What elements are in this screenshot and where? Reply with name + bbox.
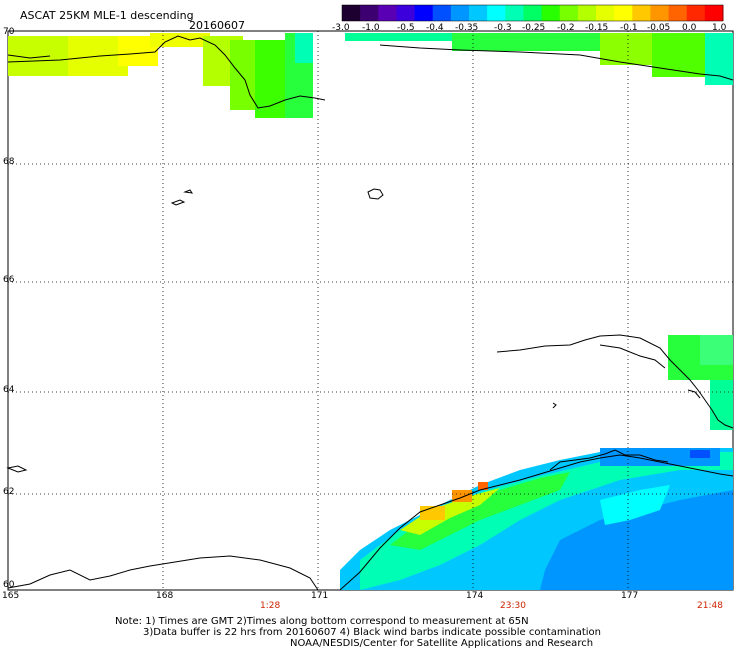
colorbar-label: -0.4: [426, 23, 444, 33]
scatterometer-swaths: [8, 33, 733, 590]
colorbar-swatch: [577, 5, 597, 21]
swath-cell: [295, 33, 313, 63]
swath-cell: [452, 33, 602, 51]
lat-label: 62: [3, 487, 15, 497]
lat-label: 60: [3, 580, 15, 590]
coastline-bay: [599, 344, 666, 369]
graticule: [8, 31, 733, 590]
map-title: ASCAT 25KM MLE-1 descending: [20, 9, 194, 22]
colorbar-label: -0.3: [494, 23, 512, 33]
lon-label: 168: [156, 591, 174, 601]
time-label: 1:28: [260, 601, 281, 611]
swath-cell: [478, 482, 488, 490]
time-label: 23:30: [500, 601, 526, 611]
colorbar: [341, 4, 724, 22]
lon-label: 174: [466, 591, 484, 601]
colorbar-swatch: [396, 5, 416, 21]
colorbar-swatch: [414, 5, 434, 21]
coastline-segment: [687, 389, 701, 399]
colorbar-swatch: [614, 5, 633, 21]
note-line-3: NOAA/NESDIS/Center for Satellite Applica…: [290, 638, 594, 649]
lon-label: 171: [311, 591, 329, 601]
lat-label: 64: [3, 385, 15, 395]
coastline-alaska-north: [379, 44, 734, 81]
swath-cell: [710, 380, 733, 430]
swath-cell: [360, 452, 733, 590]
lat-label: 68: [3, 157, 15, 167]
swath-cell: [700, 335, 733, 365]
swath-cell: [400, 488, 500, 535]
swath-cell: [652, 33, 712, 77]
lat-label: 66: [3, 275, 15, 285]
colorbar-swatch: [596, 5, 615, 21]
colorbar-label: 1.0: [712, 23, 727, 33]
lat-label: 70: [3, 27, 15, 37]
colorbar-label: 0.0: [682, 23, 697, 33]
colorbar-label: -0.5: [397, 23, 415, 33]
colorbar-swatch: [559, 5, 579, 21]
colorbar-swatch: [505, 5, 524, 21]
note-line-1: Note: 1) Times are GMT 2)Times along bot…: [115, 616, 529, 627]
colorbar-label: -3.0: [332, 23, 350, 33]
colorbar-label: -0.2: [557, 23, 575, 33]
colorbar-swatch: [632, 5, 651, 21]
colorbar-swatch: [378, 5, 397, 21]
colorbar-swatch: [342, 5, 361, 21]
lon-label: 177: [621, 591, 639, 601]
colorbar-swatch: [432, 5, 452, 21]
colorbar-swatch: [541, 5, 561, 21]
colorbar-swatch: [450, 5, 470, 21]
coastline-segment: [7, 54, 51, 59]
swath-cell: [540, 490, 733, 590]
swath-cell: [345, 33, 455, 41]
colorbar-swatch: [686, 5, 706, 21]
swath-cell: [600, 485, 670, 525]
colorbar-swatch: [360, 5, 379, 21]
colorbar-label: -1.0: [362, 23, 380, 33]
colorbar-swatch: [650, 5, 670, 21]
swath-cell: [390, 472, 570, 550]
coastline-anadyr: [7, 555, 319, 591]
coastline-chukotka: [7, 35, 326, 109]
island-small: [552, 402, 557, 409]
island-small: [183, 189, 194, 194]
swath-cell: [600, 33, 660, 65]
colorbar-swatch: [668, 5, 688, 21]
time-label: 21:48: [697, 601, 723, 611]
island-st-lawrence-tip: [6, 465, 28, 473]
colorbar-label: -0.15: [585, 23, 609, 33]
colorbar-label: -0.05: [647, 23, 671, 33]
colorbar-label: -0.25: [522, 23, 546, 33]
lon-label: 165: [2, 591, 20, 601]
coastline-bay-south: [549, 449, 669, 471]
swath-cell: [150, 33, 210, 47]
swath-cell: [705, 33, 733, 85]
coastline-seward: [496, 334, 734, 429]
island-little-diomede: [367, 188, 384, 200]
swath-cell: [690, 450, 710, 458]
colorbar-swatch: [469, 5, 488, 21]
note-line-2: 3)Data buffer is 22 hrs from 20160607 4)…: [143, 627, 601, 638]
colorbar-swatch: [523, 5, 543, 21]
colorbar-swatch: [704, 5, 724, 21]
coastlines: [6, 35, 734, 591]
island-small: [170, 199, 186, 206]
colorbar-label: -0.35: [455, 23, 479, 33]
map-date: 20160607: [189, 19, 245, 32]
colorbar-frame: [341, 4, 724, 22]
colorbar-label: -0.1: [620, 23, 638, 33]
coastline-southern: [339, 454, 734, 591]
colorbar-swatch: [487, 5, 506, 21]
